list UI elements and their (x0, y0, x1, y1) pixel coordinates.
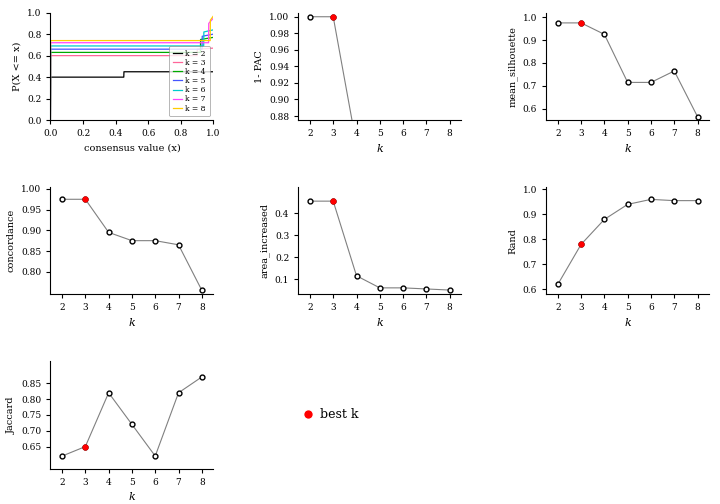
Y-axis label: Jaccard: Jaccard (6, 396, 16, 433)
X-axis label: k: k (624, 318, 631, 328)
Y-axis label: mean_silhouette: mean_silhouette (508, 26, 517, 107)
X-axis label: k: k (377, 144, 383, 154)
Legend: k = 2, k = 3, k = 4, k = 5, k = 6, k = 7, k = 8: k = 2, k = 3, k = 4, k = 5, k = 6, k = 7… (169, 46, 210, 116)
X-axis label: k: k (129, 492, 135, 502)
Y-axis label: P(X <= x): P(X <= x) (12, 42, 22, 91)
X-axis label: k: k (624, 144, 631, 154)
X-axis label: consensus value (x): consensus value (x) (84, 144, 180, 153)
X-axis label: k: k (129, 318, 135, 328)
Y-axis label: area_increased: area_increased (260, 203, 269, 278)
Y-axis label: 1- PAC: 1- PAC (255, 50, 264, 83)
X-axis label: k: k (377, 318, 383, 328)
Y-axis label: Rand: Rand (508, 228, 517, 254)
Y-axis label: concordance: concordance (6, 209, 16, 272)
Legend: best k: best k (298, 403, 363, 426)
